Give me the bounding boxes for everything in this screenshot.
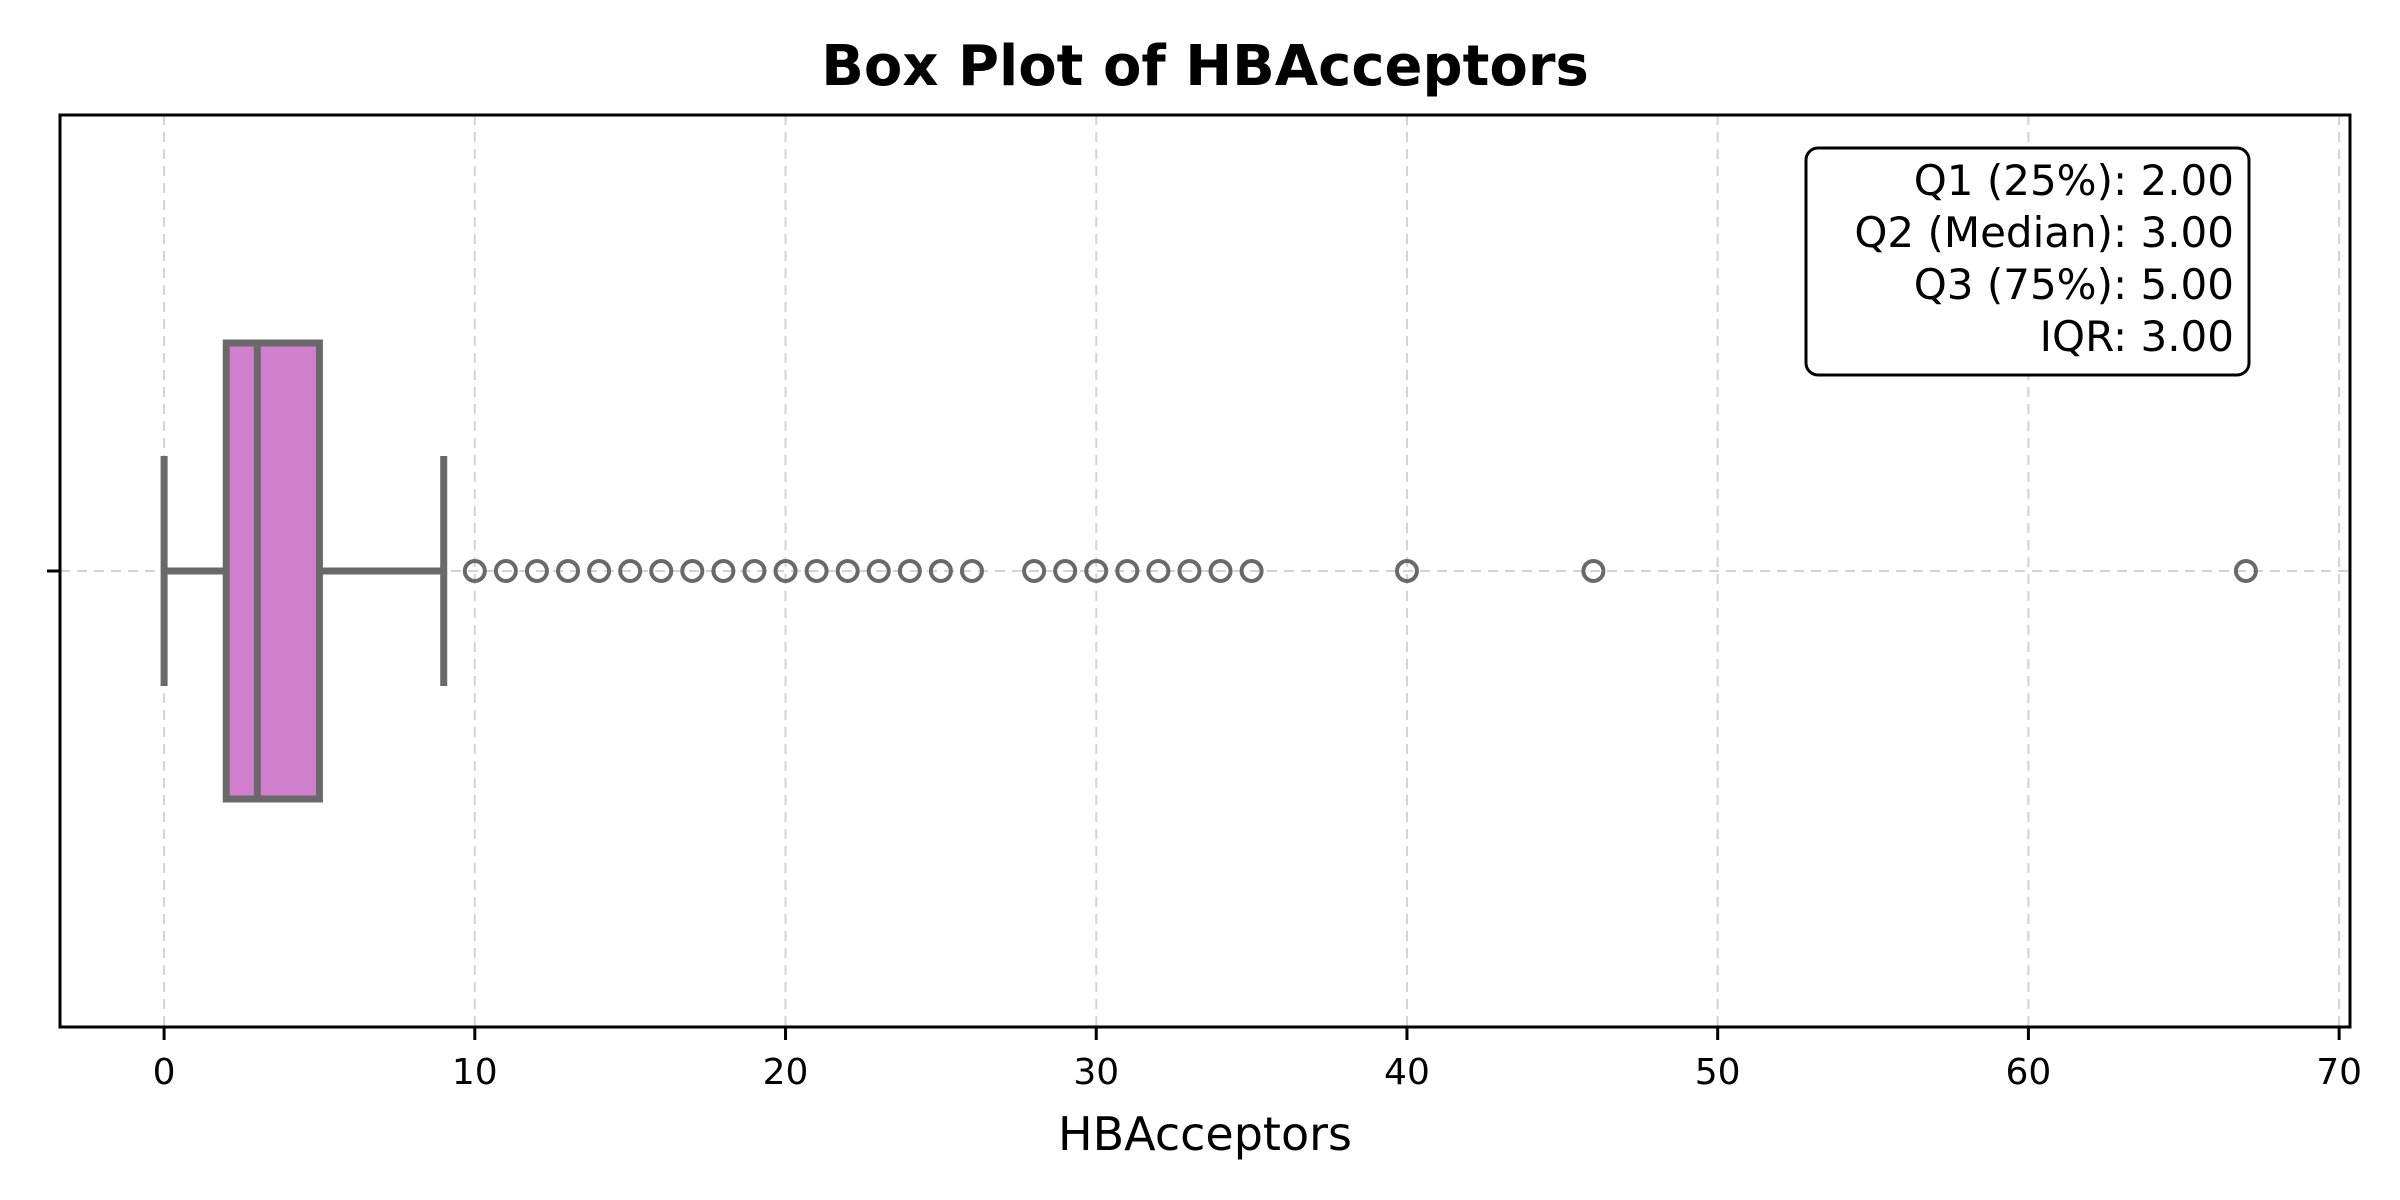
outlier-points: [462, 559, 2258, 583]
outlier-point: [1177, 559, 1202, 583]
stats-q3-text: Q3 (75%): 5.00: [1914, 260, 2234, 309]
outlier-point: [711, 559, 736, 583]
outlier-point: [587, 559, 612, 583]
outlier-point: [493, 559, 518, 583]
x-tick-label: 0: [153, 1052, 176, 1093]
stats-box: Q1 (25%): 2.00 Q2 (Median): 3.00 Q3 (75%…: [1804, 146, 2251, 377]
outlier-point: [773, 559, 798, 583]
outlier-point: [1115, 559, 1140, 583]
x-tick-label: 70: [2316, 1052, 2362, 1093]
x-tick-label: 40: [1384, 1052, 1430, 1093]
stats-median-text: Q2 (Median): 3.00: [1854, 208, 2234, 257]
outlier-point: [1581, 559, 1606, 583]
outlier-point: [1239, 559, 1264, 583]
outlier-point: [1053, 559, 1078, 583]
x-tick-label: 30: [1073, 1052, 1119, 1093]
outlier-point: [2233, 559, 2258, 583]
outlier-point: [742, 559, 767, 583]
outlier-point: [804, 559, 829, 583]
outlier-point: [462, 559, 487, 583]
stats-q1-text: Q1 (25%): 2.00: [1914, 156, 2234, 205]
outlier-point: [618, 559, 643, 583]
outlier-point: [1394, 559, 1419, 583]
outlier-point: [556, 559, 581, 583]
outlier-point: [928, 559, 953, 583]
outlier-point: [524, 559, 549, 583]
iqr-box: [222, 339, 323, 803]
outlier-point: [1208, 559, 1233, 583]
outlier-point: [649, 559, 674, 583]
outlier-point: [866, 559, 891, 583]
outlier-point: [1022, 559, 1047, 583]
stats-box-frame: [1804, 146, 2251, 377]
x-tick-label: 10: [452, 1052, 498, 1093]
x-axis-label: HBAcceptors: [1058, 1107, 1352, 1161]
outlier-point: [1084, 559, 1109, 583]
outlier-point: [959, 559, 984, 583]
outlier-point: [680, 559, 705, 583]
stats-iqr-text: IQR: 3.00: [2040, 312, 2234, 361]
box-plot-body: [160, 339, 448, 803]
x-axis-ticks: 0 10 20 30 40 50 60 70: [153, 1027, 2362, 1093]
outlier-point: [835, 559, 860, 583]
outlier-point: [1146, 559, 1171, 583]
x-tick-label: 50: [1695, 1052, 1741, 1093]
x-tick-label: 60: [2005, 1052, 2051, 1093]
x-tick-label: 20: [763, 1052, 809, 1093]
outlier-point: [897, 559, 922, 583]
chart-title: Box Plot of HBAcceptors: [821, 34, 1589, 99]
